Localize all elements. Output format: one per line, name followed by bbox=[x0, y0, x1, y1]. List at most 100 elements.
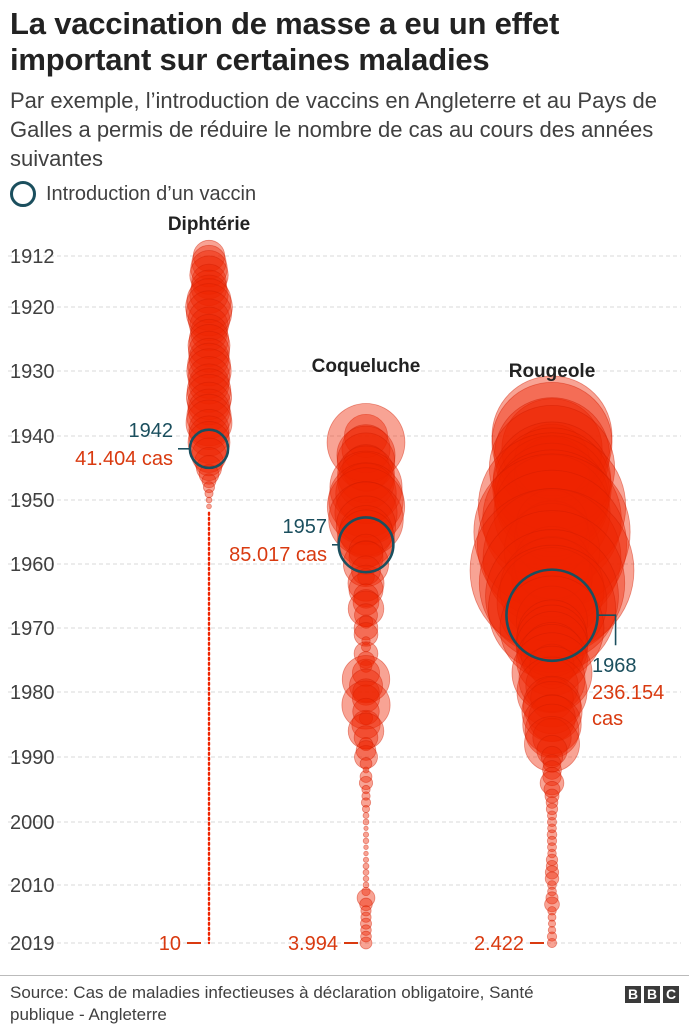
y-tick-label: 1980 bbox=[10, 682, 55, 704]
data-bubble bbox=[204, 489, 214, 499]
data-bubble bbox=[326, 403, 406, 482]
data-bubble bbox=[360, 905, 372, 917]
data-bubble bbox=[363, 825, 369, 831]
data-bubble bbox=[353, 641, 379, 666]
chart-subtitle: Par exemple, l’introduction de vaccins e… bbox=[10, 88, 657, 171]
vaccine-year-label: 1957 bbox=[283, 516, 328, 538]
data-bubble bbox=[360, 930, 372, 943]
data-bubble bbox=[524, 716, 580, 772]
data-bubble bbox=[516, 585, 588, 658]
data-bubble bbox=[547, 912, 557, 922]
data-bubble bbox=[485, 529, 619, 663]
data-bubble bbox=[335, 495, 397, 556]
legend: Introduction d’un vaccin bbox=[10, 178, 256, 210]
data-bubble bbox=[362, 881, 370, 889]
data-bubble bbox=[491, 381, 613, 503]
data-bubble bbox=[347, 564, 385, 602]
data-bubble bbox=[361, 886, 371, 897]
data-bubble bbox=[362, 875, 370, 882]
data-bubble bbox=[352, 684, 380, 713]
y-tick-label: 1940 bbox=[10, 426, 55, 448]
y-tick-label: 1990 bbox=[10, 747, 55, 769]
data-bubble bbox=[545, 853, 559, 866]
data-bubble bbox=[547, 842, 557, 853]
vaccine-cases-label: 41.404 cas bbox=[75, 448, 173, 470]
data-bubble bbox=[337, 509, 395, 568]
data-bubble bbox=[347, 590, 385, 627]
data-bubble bbox=[187, 342, 231, 387]
data-bubble bbox=[352, 658, 380, 687]
data-bubble bbox=[186, 368, 232, 413]
data-bubble bbox=[532, 717, 572, 758]
data-bubble bbox=[546, 931, 558, 942]
data-bubble bbox=[353, 725, 379, 750]
data-bubble bbox=[491, 375, 613, 497]
source-note: Source: Cas de maladies infectieuses à d… bbox=[10, 983, 534, 1024]
data-bubble bbox=[335, 462, 397, 525]
data-bubble bbox=[547, 906, 557, 916]
data-bubble bbox=[189, 274, 229, 314]
data-bubble bbox=[191, 263, 227, 300]
data-bubble bbox=[361, 804, 371, 814]
data-bubble bbox=[353, 622, 379, 647]
data-bubble bbox=[192, 239, 226, 273]
data-bubble bbox=[494, 442, 610, 558]
data-bubble bbox=[358, 614, 374, 629]
data-bubble bbox=[547, 919, 557, 928]
data-bubble bbox=[501, 398, 603, 500]
y-tick-label: 1950 bbox=[10, 490, 55, 512]
data-bubble bbox=[359, 936, 373, 950]
y-tick-label: 2010 bbox=[10, 875, 55, 897]
data-bubble bbox=[515, 611, 589, 684]
data-bubble bbox=[544, 896, 560, 913]
data-bubble bbox=[348, 533, 384, 569]
data-bubble bbox=[492, 427, 612, 547]
data-bubble bbox=[528, 694, 576, 742]
vaccine-circle-icon bbox=[10, 181, 36, 207]
data-bubble bbox=[362, 856, 370, 863]
y-tick-label: 1960 bbox=[10, 554, 55, 576]
data-bubble bbox=[188, 318, 230, 360]
data-bubble bbox=[476, 469, 628, 620]
data-bubble bbox=[482, 449, 622, 589]
data-bubble bbox=[190, 313, 228, 352]
data-bubble bbox=[511, 632, 593, 714]
data-bubble bbox=[546, 937, 558, 949]
data-bubble bbox=[353, 583, 379, 609]
vaccine-cases-label: 85.017 cas bbox=[229, 544, 327, 566]
data-bubble bbox=[351, 555, 381, 586]
data-bubble bbox=[329, 450, 403, 524]
bbc-logo-letter: B bbox=[625, 986, 641, 1003]
data-bubble bbox=[189, 255, 229, 295]
data-bubble bbox=[361, 636, 371, 646]
final-value-label: 3.994 bbox=[288, 933, 338, 955]
data-bubble bbox=[343, 541, 389, 587]
data-bubble bbox=[362, 812, 370, 819]
data-bubble bbox=[514, 526, 590, 602]
data-bubble bbox=[362, 766, 370, 774]
data-bubble bbox=[547, 925, 557, 935]
data-bubble bbox=[543, 781, 561, 798]
data-bubble bbox=[352, 589, 380, 616]
data-bubble bbox=[354, 603, 378, 628]
data-bubble bbox=[190, 250, 228, 288]
data-bubble bbox=[514, 423, 590, 500]
data-bubble bbox=[361, 784, 371, 795]
data-bubble bbox=[539, 770, 565, 796]
data-bubble bbox=[341, 680, 391, 730]
data-bubble bbox=[360, 924, 372, 936]
bbc-logo-letter: B bbox=[644, 986, 660, 1003]
data-bubble bbox=[186, 290, 232, 337]
data-bubble bbox=[524, 703, 580, 759]
vaccine-year-label: 1942 bbox=[129, 420, 174, 442]
data-bubble bbox=[186, 374, 232, 420]
data-bubble bbox=[355, 740, 377, 761]
data-bubble bbox=[544, 871, 560, 886]
data-bubble bbox=[356, 888, 376, 908]
data-bubble bbox=[201, 473, 217, 489]
data-bubble bbox=[487, 544, 617, 673]
bbc-logo-letter: C bbox=[663, 986, 679, 1003]
data-bubble bbox=[521, 680, 583, 743]
data-bubble bbox=[348, 540, 384, 576]
data-bubble bbox=[187, 324, 231, 367]
